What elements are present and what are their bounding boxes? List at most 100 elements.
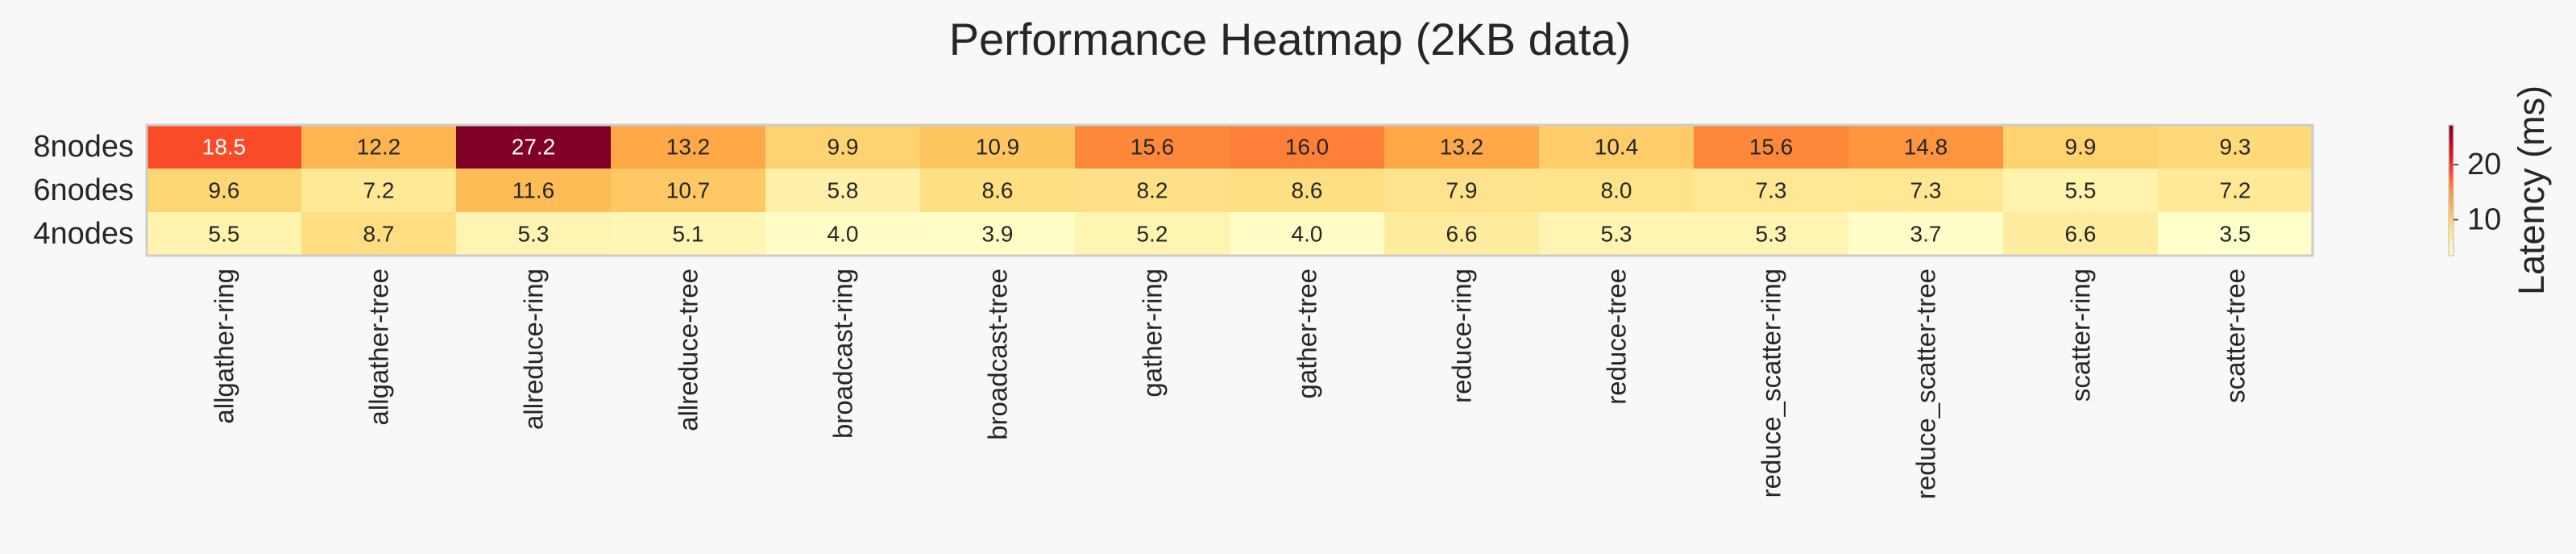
cell-value-label: 8.6 — [1292, 178, 1323, 203]
heatmap-cell — [1848, 212, 2004, 256]
heatmap-cell — [1539, 169, 1695, 213]
cell-value-label: 7.2 — [2220, 178, 2251, 203]
heatmap-cell — [1539, 212, 1695, 256]
heatmap-cell — [765, 212, 921, 256]
cell-value-label: 13.2 — [1440, 135, 1484, 160]
heatmap-cell — [765, 169, 921, 213]
column-label: scatter-ring — [2066, 269, 2096, 402]
heatmap-cell — [1075, 125, 1230, 169]
cell-value-label: 3.7 — [1910, 222, 1942, 247]
cell-value-label: 8.7 — [363, 222, 395, 247]
cell-value-label: 15.6 — [1749, 135, 1794, 160]
row-labels: 8nodes 6nodes 4nodes — [33, 130, 134, 251]
cell-value-label: 8.2 — [1137, 178, 1168, 203]
cell-value-label: 6.6 — [1446, 222, 1478, 247]
heatmap-cell — [456, 169, 612, 213]
heatmap-cell — [301, 169, 457, 213]
heatmap-cell — [1539, 125, 1695, 169]
cell-value-label: 7.9 — [1446, 178, 1478, 203]
heatmap-cell — [147, 212, 302, 256]
colorbar-label: Latency (ms) — [2511, 85, 2552, 295]
cell-value-label: 5.8 — [828, 178, 859, 203]
heatmap-cell — [611, 169, 766, 213]
cell-value-label: 27.2 — [512, 135, 556, 160]
cell-value-label: 5.5 — [2065, 178, 2097, 203]
heatmap-cell — [920, 125, 1076, 169]
heatmap-cell — [456, 212, 612, 256]
cell-value-label: 5.3 — [518, 222, 550, 247]
chart-title: Performance Heatmap (2KB data) — [949, 14, 1632, 65]
column-label: broadcast-ring — [828, 269, 858, 439]
heatmap-cell — [2003, 169, 2159, 213]
heatmap-cell — [920, 169, 1076, 213]
heatmap-cell — [1230, 125, 1385, 169]
cell-value-label: 7.2 — [363, 178, 395, 203]
column-label: allreduce-ring — [519, 269, 549, 430]
column-label: allgather-tree — [364, 269, 394, 425]
cell-value-label: 5.3 — [1756, 222, 1787, 247]
heatmap-cells: 18.5 12.2 27.2 13.2 9.9 10.9 15.6 16.0 13.2 10.4 1… — [147, 125, 2313, 256]
heatmap-cell — [301, 212, 457, 256]
cell-value-label: 4.0 — [828, 222, 859, 247]
heatmap-cell — [2158, 212, 2313, 256]
heatmap-cell — [1230, 212, 1385, 256]
heatmap-cell — [920, 212, 1076, 256]
cell-value-label: 5.1 — [673, 222, 704, 247]
cell-value-label: 10.9 — [976, 135, 1020, 160]
heatmap-cell — [1230, 169, 1385, 213]
row-label: 6nodes — [33, 173, 134, 207]
colorbar — [2448, 124, 2454, 256]
row-label: 8nodes — [33, 130, 134, 164]
cell-value-label: 7.3 — [1910, 178, 1942, 203]
cell-value-label: 10.4 — [1595, 135, 1639, 160]
colorbar-ticks: 10 20 — [2454, 148, 2501, 237]
heatmap-cell — [611, 125, 766, 169]
heatmap-cell — [2158, 125, 2313, 169]
column-label: allreduce-tree — [674, 269, 703, 431]
cell-value-label: 3.9 — [982, 222, 1014, 247]
cell-value-label: 7.3 — [1756, 178, 1787, 203]
heatmap-cell — [1384, 169, 1540, 213]
cell-value-label: 9.6 — [209, 178, 240, 203]
heatmap-cell — [1694, 212, 1849, 256]
column-label: broadcast-tree — [983, 269, 1013, 440]
heatmap-cell — [765, 125, 921, 169]
cell-value-label: 9.9 — [2065, 135, 2097, 160]
column-label: allgather-ring — [209, 269, 239, 424]
heatmap-cell — [1848, 169, 2004, 213]
heatmap-cell — [1075, 212, 1230, 256]
column-label: reduce-tree — [1602, 269, 1632, 405]
column-label: reduce-ring — [1447, 269, 1477, 403]
heatmap-cell — [1384, 212, 1540, 256]
colorbar-tick-label: 10 — [2467, 203, 2501, 237]
colorbar-tick-label: 20 — [2467, 148, 2501, 181]
heatmap-cell — [1384, 125, 1540, 169]
column-label: gather-ring — [1138, 269, 1168, 398]
heatmap-cell — [147, 169, 302, 213]
cell-value-label: 4.0 — [1292, 222, 1323, 247]
cell-value-label: 18.5 — [202, 135, 247, 160]
heatmap-cell — [1694, 169, 1849, 213]
cell-value-label: 15.6 — [1130, 135, 1175, 160]
heatmap-cell — [2158, 169, 2313, 213]
heatmap-cell — [611, 212, 766, 256]
cell-value-label: 13.2 — [666, 135, 711, 160]
heatmap-cell — [2003, 212, 2159, 256]
cell-value-label: 5.2 — [1137, 222, 1168, 247]
heatmap-cell — [1848, 125, 2004, 169]
cell-value-label: 5.5 — [209, 222, 240, 247]
cell-value-label: 11.6 — [512, 178, 554, 203]
column-label: reduce_scatter-ring — [1757, 269, 1786, 498]
heatmap-cell — [2003, 125, 2159, 169]
column-label: scatter-tree — [2221, 269, 2250, 403]
cell-value-label: 10.7 — [666, 178, 711, 203]
cell-value-label: 9.3 — [2220, 135, 2251, 160]
cell-value-label: 9.9 — [828, 135, 859, 160]
cell-value-label: 6.6 — [2065, 222, 2097, 247]
cell-value-label: 16.0 — [1285, 135, 1329, 160]
heatmap-cell — [147, 125, 302, 169]
cell-value-label: 5.3 — [1601, 222, 1632, 247]
row-label: 4nodes — [33, 217, 134, 251]
heatmap-frame — [145, 123, 2314, 257]
